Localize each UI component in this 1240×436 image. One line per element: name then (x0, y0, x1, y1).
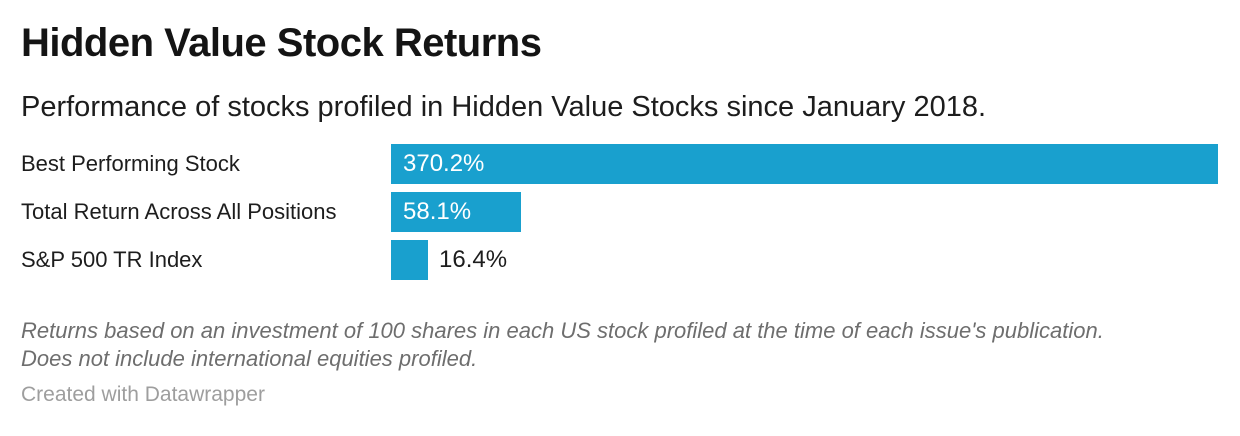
footnote-line-1: Returns based on an investment of 100 sh… (21, 318, 1104, 343)
bar-chart: Best Performing Stock 370.2% Total Retur… (0, 144, 1240, 280)
chart-footnote: Returns based on an investment of 100 sh… (21, 317, 1104, 373)
chart-subtitle: Performance of stocks profiled in Hidden… (21, 91, 987, 123)
bar-row: S&P 500 TR Index 16.4% (0, 240, 1240, 280)
bar-row: Best Performing Stock 370.2% (0, 144, 1240, 184)
datawrapper-attribution: Created with Datawrapper (21, 383, 265, 406)
bar-value-label: 58.1% (403, 198, 472, 225)
bar-value-label: 370.2% (403, 150, 485, 177)
bar (391, 144, 1218, 184)
bar-category-label: Total Return Across All Positions (21, 199, 337, 224)
bar-category-label: Best Performing Stock (21, 151, 240, 176)
footnote-line-2: Does not include international equities … (21, 346, 478, 371)
bar-row: Total Return Across All Positions 58.1% (0, 192, 1240, 232)
bar (391, 192, 521, 232)
bar-value-label: 16.4% (439, 246, 508, 273)
bar (391, 240, 428, 280)
bar-category-label: S&P 500 TR Index (21, 247, 203, 272)
page-title: Hidden Value Stock Returns (21, 21, 542, 65)
